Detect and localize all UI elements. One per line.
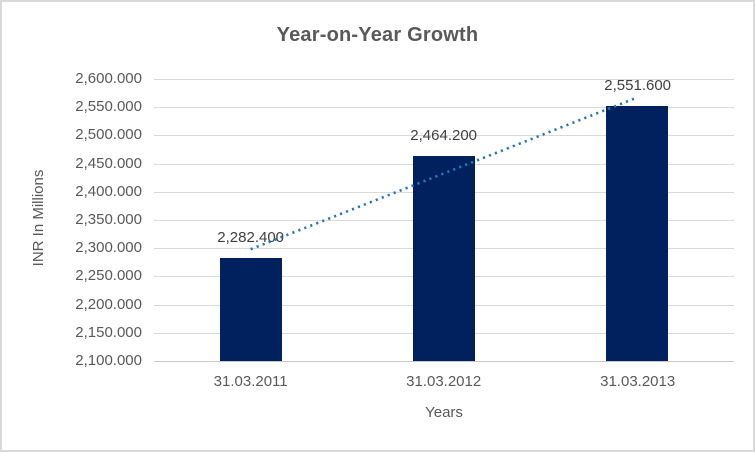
y-tick-label: 2,600.000 (75, 70, 142, 87)
gridline (154, 79, 734, 80)
x-tick-label: 31.03.2012 (406, 373, 482, 390)
x-axis-title: Years (425, 404, 463, 421)
y-tick-label: 2,450.000 (75, 155, 142, 172)
y-tick-label: 2,400.000 (75, 183, 142, 200)
y-tick-label: 2,200.000 (75, 296, 142, 313)
bar-31.03.2012 (413, 156, 475, 361)
y-tick-label: 2,550.000 (75, 98, 142, 115)
y-tick-label: 2,300.000 (75, 239, 142, 256)
x-tick-label: 31.03.2011 (213, 373, 288, 390)
chart-title: Year-on-Year Growth (276, 24, 479, 46)
y-tick-label: 2,500.000 (75, 126, 142, 143)
bar-31.03.2013 (606, 106, 668, 361)
y-tick-label: 2,100.000 (75, 352, 142, 369)
data-label: 2,464.200 (410, 127, 478, 144)
x-axis-line (154, 361, 734, 362)
data-label: 2,551.600 (604, 77, 672, 94)
y-tick-label: 2,350.000 (75, 211, 142, 228)
y-tick-label: 2,150.000 (75, 324, 142, 341)
x-tick-label: 31.03.2013 (600, 373, 676, 390)
y-tick-label: 2,250.000 (75, 267, 142, 284)
bar-31.03.2011 (220, 258, 282, 361)
data-label: 2,282.400 (217, 229, 285, 246)
